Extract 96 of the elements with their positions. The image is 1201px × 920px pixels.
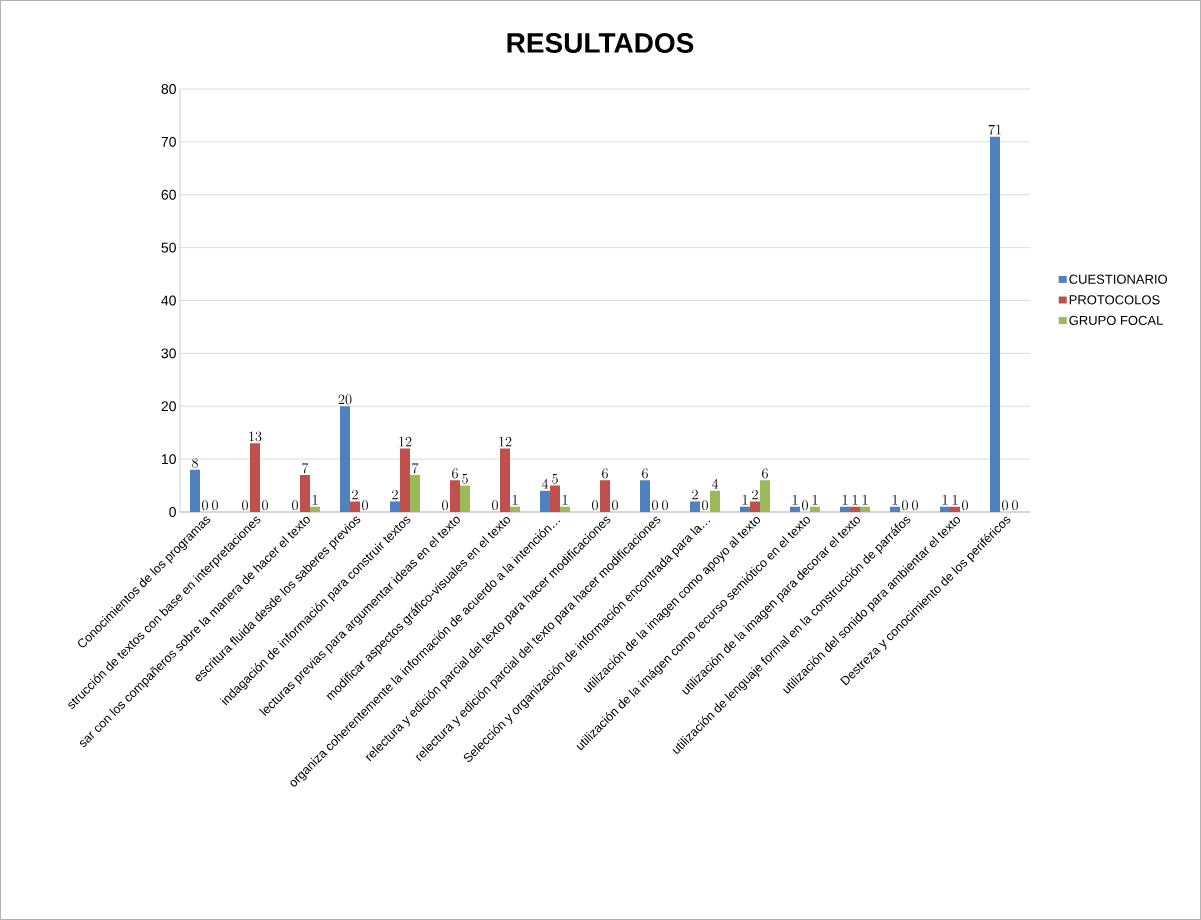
- bar: [600, 480, 611, 512]
- data-label: 4: [541, 478, 549, 489]
- legend-label: CUESTIONARIO: [1069, 274, 1168, 284]
- data-label: 0: [652, 500, 658, 511]
- bar: [810, 506, 821, 512]
- bar: [350, 501, 361, 512]
- bar: [710, 490, 721, 512]
- bar: [640, 480, 651, 512]
- y-tick-label: 50: [161, 242, 176, 253]
- bar: [860, 506, 871, 512]
- data-label: 0: [262, 500, 268, 511]
- data-label: 0: [292, 500, 298, 511]
- data-label: 5: [552, 473, 558, 484]
- data-label: 0: [242, 500, 248, 511]
- data-label: 1: [512, 494, 518, 505]
- data-label: 8: [192, 457, 198, 468]
- data-label: 0: [202, 500, 208, 511]
- y-tick-label: 30: [161, 348, 176, 359]
- bar: [390, 501, 401, 512]
- data-label: 12: [499, 436, 512, 447]
- data-label: 5: [462, 473, 468, 484]
- y-tick-label: 40: [161, 295, 176, 306]
- bar: [850, 506, 861, 512]
- bar: [250, 443, 261, 512]
- legend-label: GRUPO FOCAL: [1069, 315, 1163, 325]
- bar: [890, 506, 901, 512]
- y-tick-label: 80: [161, 84, 176, 94]
- chart-title: RESULTADOS: [507, 33, 694, 53]
- data-label: 2: [692, 489, 698, 500]
- data-label: 0: [612, 500, 618, 511]
- y-tick-label: 0: [169, 507, 176, 517]
- data-label: 6: [602, 468, 608, 479]
- data-label: 13: [249, 431, 262, 442]
- legend-label: PROTOCOLOS: [1069, 295, 1160, 305]
- y-tick-label: 70: [161, 136, 176, 147]
- bar: [310, 506, 321, 512]
- data-label: 0: [592, 500, 598, 511]
- data-label: 0: [902, 500, 908, 511]
- bar: [400, 448, 411, 512]
- data-label: 2: [352, 489, 358, 500]
- data-label: 0: [492, 500, 498, 511]
- data-label: 0: [1012, 500, 1018, 511]
- bar: [410, 474, 421, 512]
- data-label: 1: [562, 494, 568, 505]
- bar: [550, 485, 561, 512]
- bar: [950, 506, 961, 512]
- bar: [190, 469, 201, 512]
- data-label: 1: [842, 494, 848, 505]
- data-label: 0: [962, 500, 968, 511]
- bar: [540, 490, 551, 512]
- data-label: 1: [852, 494, 858, 505]
- data-label: 6: [452, 468, 458, 479]
- data-label: 0: [442, 500, 448, 511]
- data-label: 7: [412, 463, 419, 474]
- data-label: 71: [988, 124, 1001, 135]
- data-label: 12: [399, 436, 412, 447]
- data-label: 0: [802, 500, 808, 511]
- data-label: 0: [912, 500, 918, 511]
- bar: [750, 501, 761, 512]
- data-label: 20: [338, 394, 352, 405]
- bar: [500, 448, 511, 512]
- bar: [450, 480, 461, 512]
- bar: [460, 485, 471, 512]
- bar: [690, 501, 701, 512]
- data-label: 1: [892, 494, 898, 505]
- data-label: 1: [312, 494, 318, 505]
- bar: [510, 506, 521, 512]
- bar: [300, 474, 311, 512]
- bar: [840, 506, 851, 512]
- y-tick-label: 60: [161, 189, 176, 200]
- data-label: 2: [752, 489, 758, 500]
- data-label: 1: [952, 494, 958, 505]
- y-tick-label: 10: [161, 454, 176, 465]
- bar: [790, 506, 801, 512]
- data-label: 0: [362, 500, 368, 511]
- bar: [560, 506, 571, 512]
- data-label: 6: [642, 468, 648, 479]
- data-label: 4: [711, 478, 719, 489]
- bar: [340, 406, 351, 512]
- data-label: 2: [392, 489, 398, 500]
- data-label: 7: [302, 463, 309, 474]
- data-label: 1: [812, 494, 818, 505]
- data-label: 0: [1002, 500, 1008, 511]
- data-label: 0: [702, 500, 708, 511]
- data-label: 6: [762, 468, 768, 479]
- data-label: 0: [662, 500, 668, 511]
- bar: [990, 136, 1001, 512]
- data-label: 1: [942, 494, 948, 505]
- data-label: 1: [862, 494, 868, 505]
- y-tick-label: 20: [161, 401, 176, 412]
- data-label: 1: [742, 494, 748, 505]
- data-label: 0: [212, 500, 218, 511]
- bar: [940, 506, 951, 512]
- bar: [740, 506, 751, 512]
- bar: [760, 480, 771, 512]
- data-label: 1: [792, 494, 798, 505]
